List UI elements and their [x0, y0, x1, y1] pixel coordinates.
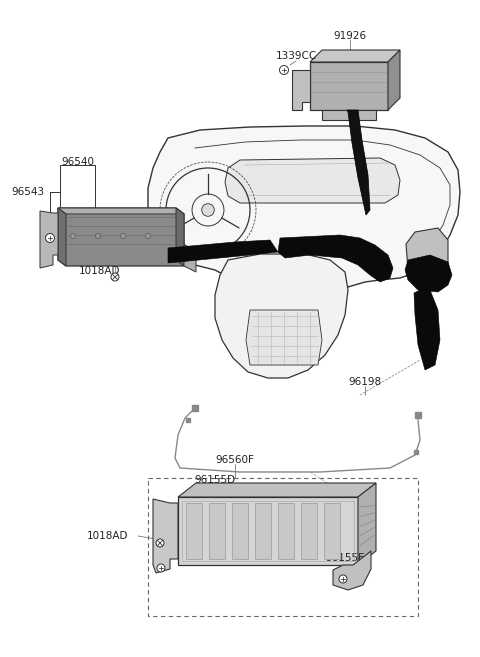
Circle shape: [71, 233, 75, 238]
Circle shape: [339, 575, 347, 583]
Polygon shape: [58, 208, 184, 266]
Polygon shape: [215, 254, 348, 378]
Polygon shape: [278, 235, 393, 282]
Text: 1018AD: 1018AD: [87, 531, 129, 541]
Bar: [255, 503, 271, 559]
Bar: [209, 503, 225, 559]
Text: 1339CC: 1339CC: [276, 51, 317, 61]
Polygon shape: [58, 208, 184, 214]
Polygon shape: [225, 158, 400, 203]
Circle shape: [120, 233, 125, 238]
Circle shape: [96, 233, 100, 238]
Polygon shape: [388, 50, 400, 110]
Text: 96198: 96198: [348, 377, 382, 387]
Polygon shape: [58, 208, 66, 266]
Text: 96543: 96543: [12, 187, 45, 197]
Circle shape: [279, 66, 288, 74]
Polygon shape: [246, 310, 322, 365]
Text: 96155D: 96155D: [194, 475, 236, 485]
Polygon shape: [178, 483, 376, 497]
Polygon shape: [414, 290, 440, 370]
Bar: [186, 503, 202, 559]
Polygon shape: [292, 70, 310, 110]
Polygon shape: [148, 126, 460, 326]
Polygon shape: [322, 110, 376, 120]
Polygon shape: [333, 551, 371, 590]
Text: 96560F: 96560F: [216, 455, 254, 465]
Polygon shape: [153, 499, 178, 573]
Bar: [232, 503, 248, 559]
Bar: [301, 503, 317, 559]
Circle shape: [157, 564, 165, 572]
Polygon shape: [310, 62, 388, 110]
Text: 96155E: 96155E: [325, 553, 365, 563]
Text: 96540: 96540: [61, 157, 95, 167]
Polygon shape: [347, 110, 370, 215]
Polygon shape: [310, 50, 400, 62]
Polygon shape: [168, 240, 278, 263]
Polygon shape: [178, 497, 358, 565]
Bar: [148, 478, 418, 616]
Polygon shape: [184, 250, 196, 272]
Polygon shape: [176, 208, 184, 266]
Circle shape: [156, 539, 164, 547]
Circle shape: [111, 273, 119, 281]
Bar: [278, 503, 294, 559]
Circle shape: [202, 204, 214, 216]
Polygon shape: [358, 483, 376, 565]
Polygon shape: [405, 255, 452, 292]
Polygon shape: [406, 228, 448, 282]
Polygon shape: [40, 211, 58, 268]
Circle shape: [145, 233, 151, 238]
Bar: [324, 503, 340, 559]
Text: 1018AD: 1018AD: [79, 266, 121, 276]
Text: 91926: 91926: [334, 31, 367, 41]
Circle shape: [46, 233, 55, 242]
